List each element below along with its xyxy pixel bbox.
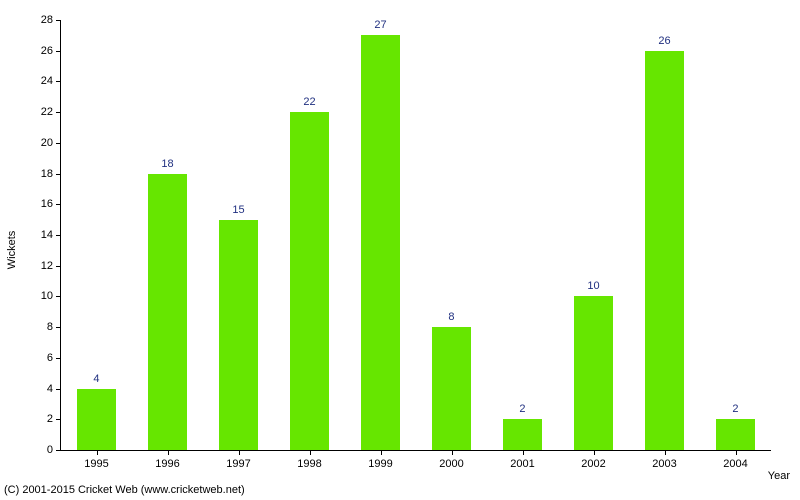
x-tick-label: 1999	[368, 450, 392, 470]
y-tick-mark	[56, 81, 61, 82]
bar-value-label: 18	[161, 158, 173, 174]
bar: 18	[148, 174, 187, 450]
x-tick-label: 2003	[652, 450, 676, 470]
x-tick-label: 1997	[226, 450, 250, 470]
x-axis-label: Year	[768, 470, 790, 482]
bar: 4	[77, 389, 116, 450]
bar: 2	[503, 419, 542, 450]
chart-container: Wickets Year 024681012141618202224262819…	[0, 0, 800, 500]
x-tick-label: 1996	[155, 450, 179, 470]
bar: 10	[574, 296, 613, 450]
bar: 27	[361, 35, 400, 450]
bar: 15	[219, 220, 258, 450]
bar: 26	[645, 51, 684, 450]
y-tick-mark	[56, 419, 61, 420]
x-tick-label: 2000	[439, 450, 463, 470]
bar-value-label: 26	[658, 35, 670, 51]
y-tick-mark	[56, 450, 61, 451]
x-tick-label: 2002	[581, 450, 605, 470]
y-tick-mark	[56, 389, 61, 390]
y-tick-mark	[56, 204, 61, 205]
bar: 8	[432, 327, 471, 450]
y-axis-label: Wickets	[6, 231, 18, 270]
bar-value-label: 15	[232, 204, 244, 220]
bar-value-label: 22	[303, 96, 315, 112]
bar: 2	[716, 419, 755, 450]
bar-value-label: 2	[519, 403, 525, 419]
x-tick-label: 2004	[723, 450, 747, 470]
y-tick-mark	[56, 235, 61, 236]
y-tick-mark	[56, 358, 61, 359]
x-tick-label: 1995	[84, 450, 108, 470]
bar-value-label: 2	[732, 403, 738, 419]
y-tick-mark	[56, 266, 61, 267]
plot-area: 0246810121416182022242628199541996181997…	[60, 20, 771, 451]
x-tick-label: 2001	[510, 450, 534, 470]
x-tick-label: 1998	[297, 450, 321, 470]
bar-value-label: 10	[587, 280, 599, 296]
y-tick-mark	[56, 174, 61, 175]
bar-value-label: 27	[374, 19, 386, 35]
bar-value-label: 8	[448, 311, 454, 327]
y-tick-mark	[56, 51, 61, 52]
y-tick-mark	[56, 20, 61, 21]
bar-value-label: 4	[93, 373, 99, 389]
y-tick-mark	[56, 112, 61, 113]
y-tick-mark	[56, 143, 61, 144]
y-tick-mark	[56, 327, 61, 328]
y-tick-mark	[56, 296, 61, 297]
bar: 22	[290, 112, 329, 450]
copyright-text: (C) 2001-2015 Cricket Web (www.cricketwe…	[4, 484, 245, 496]
